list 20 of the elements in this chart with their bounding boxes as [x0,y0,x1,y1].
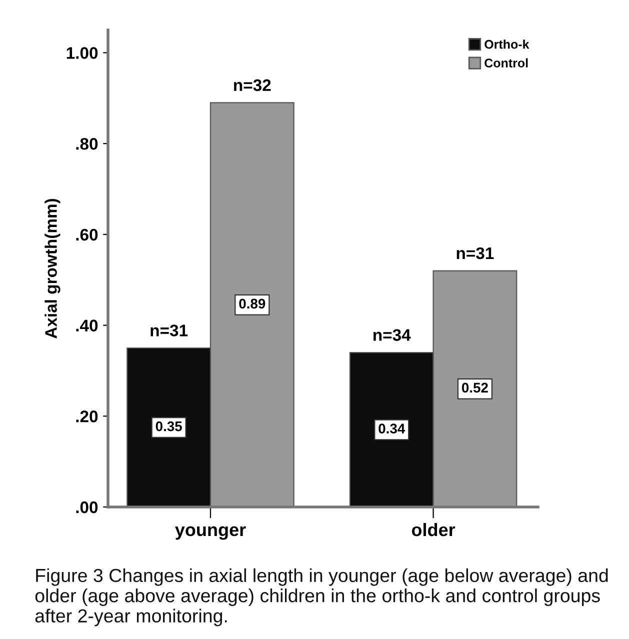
x-tick-label: older [412,522,456,536]
data-label: 0.35 [156,421,182,432]
legend-label: Ortho-k [484,40,530,49]
caption: Figure 3 Changes in axial length in younger (age below average) and older (age above average) children in the ortho-k and control groups after 2-year monitoring. [35,568,608,626]
y-tick-label: .20 [76,410,98,422]
y-tick-label: .00 [76,501,98,514]
annotation: n=31 [456,247,494,260]
y-axis-title: Axial growth(mm) [44,198,60,338]
y-tick-label: 1.00 [66,47,98,59]
data-label: 0.34 [378,424,406,434]
annotation: n=34 [373,329,411,341]
data-label: 0.89 [239,298,266,309]
annotation: n=32 [234,79,271,92]
y-tick-label: .80 [76,138,98,150]
y-tick-label: .60 [76,228,98,241]
data-label: 0.52 [462,382,488,393]
x-tick-label: younger [175,526,246,540]
legend-label: Control [484,58,528,68]
y-tick-label: .40 [76,320,98,332]
annotation: n=31 [150,324,188,336]
